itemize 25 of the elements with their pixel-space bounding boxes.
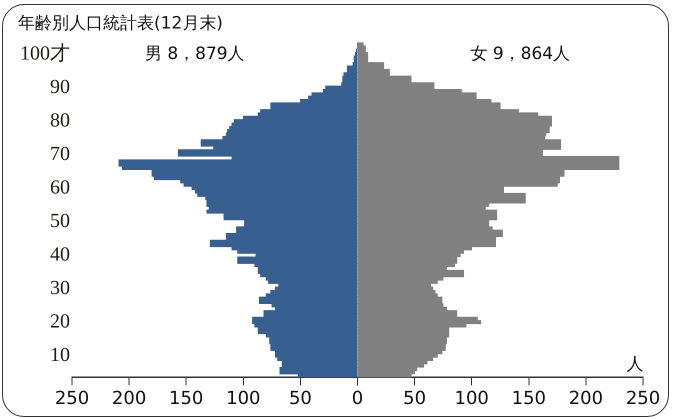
text: 男 8，879人: [144, 44, 245, 64]
y-tick-label: 20: [50, 310, 70, 332]
x-tick-label: 150: [512, 388, 546, 409]
y-tick-label: 60: [50, 176, 70, 198]
x-tick-label: 200: [568, 388, 604, 409]
y-tick-label: 80: [50, 109, 70, 132]
x-axis-title: 人: [626, 354, 644, 374]
y-tick-label: 30: [50, 276, 70, 299]
y-tick-label: 90: [50, 76, 70, 98]
x-tick-label: 250: [626, 388, 660, 409]
y-tick-label: 10: [50, 344, 70, 366]
x-tick-label: 150: [169, 388, 204, 409]
x-tick-label: 0: [352, 388, 364, 409]
y-tick-label: 50: [50, 210, 70, 232]
x-tick-label: 200: [112, 388, 146, 409]
y-tick-label: 100才: [20, 42, 70, 64]
series-label: 女 9，864人: [470, 44, 570, 64]
x-tick-label: 250: [54, 388, 90, 409]
x-tick-label: 100: [454, 388, 489, 409]
x-tick-label: 100: [226, 388, 260, 409]
x-tick-label: 50: [288, 388, 312, 409]
chart-title: 年齢別人口統計表(12月末): [18, 14, 223, 34]
x-tick-label: 50: [403, 388, 426, 409]
y-tick-label: 70: [50, 142, 70, 165]
y-tick-label: 40: [50, 243, 70, 266]
